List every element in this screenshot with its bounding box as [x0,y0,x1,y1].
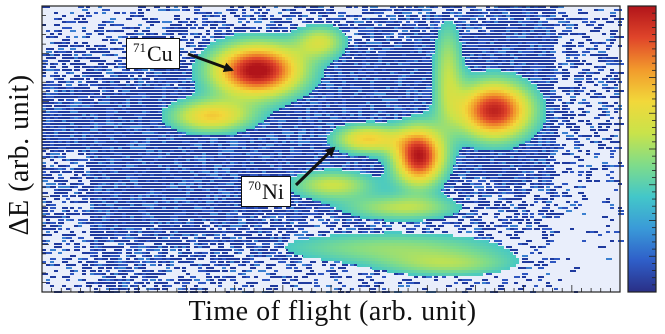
annotation-71cu: 71Cu [126,38,180,69]
annotation-70ni-mass: 70 [248,178,261,193]
annotation-71cu-mass: 71 [133,40,146,55]
annotation-71cu-element: Cu [147,41,173,66]
y-axis-label: ΔE (arb. unit) [4,74,36,235]
x-axis-label: Time of flight (arb. unit) [0,296,665,328]
annotation-70ni: 70Ni [241,176,291,207]
annotation-70ni-element: Ni [262,179,284,204]
colorbar [628,6,656,292]
